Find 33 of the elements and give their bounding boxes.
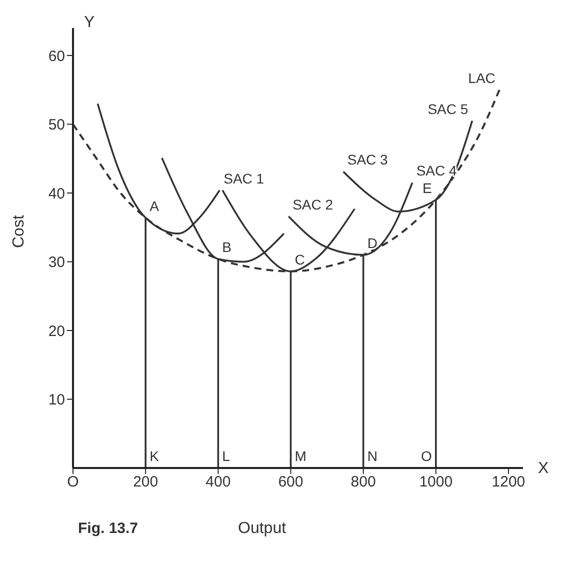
x-tick-label: 800 bbox=[350, 474, 376, 491]
y-tick-label: 20 bbox=[48, 322, 65, 340]
annotation: O bbox=[421, 448, 432, 464]
x-axis-title: Output bbox=[237, 520, 286, 538]
y-tick-label: 30 bbox=[48, 254, 65, 272]
x-tick-label: 200 bbox=[133, 474, 158, 491]
y-axis-title: Cost bbox=[10, 214, 28, 248]
y-tick-label: 40 bbox=[48, 185, 65, 202]
annotation: N bbox=[367, 448, 378, 464]
annotation: SAC 3 bbox=[347, 152, 388, 168]
x-tick-label: 1000 bbox=[419, 474, 453, 491]
annotation: SAC 5 bbox=[428, 100, 468, 117]
text: X bbox=[538, 460, 549, 478]
annotation: E bbox=[422, 180, 432, 196]
x-tick-label: 600 bbox=[278, 474, 304, 491]
annotation: A bbox=[150, 198, 160, 214]
annotation: LAC bbox=[468, 70, 496, 86]
annotation: SAC 2 bbox=[292, 196, 334, 212]
annotation: L bbox=[222, 448, 230, 464]
y-tick-label: 10 bbox=[48, 392, 65, 409]
annotation: Y bbox=[84, 14, 95, 32]
y-tick-label: 50 bbox=[48, 116, 65, 134]
annotation: B bbox=[222, 239, 232, 255]
annotation: K bbox=[150, 448, 160, 464]
x-tick-label: O bbox=[67, 474, 79, 491]
x-tick-label: 400 bbox=[206, 474, 231, 491]
x-tick-label: 1200 bbox=[492, 474, 526, 491]
y-tick-label: 60 bbox=[48, 48, 65, 65]
annotation: C bbox=[294, 251, 305, 268]
annotation: M bbox=[294, 448, 306, 464]
annotation: SAC 1 bbox=[224, 170, 264, 186]
annotation: D bbox=[367, 234, 378, 251]
caption: Fig. 13.7 bbox=[78, 520, 138, 537]
